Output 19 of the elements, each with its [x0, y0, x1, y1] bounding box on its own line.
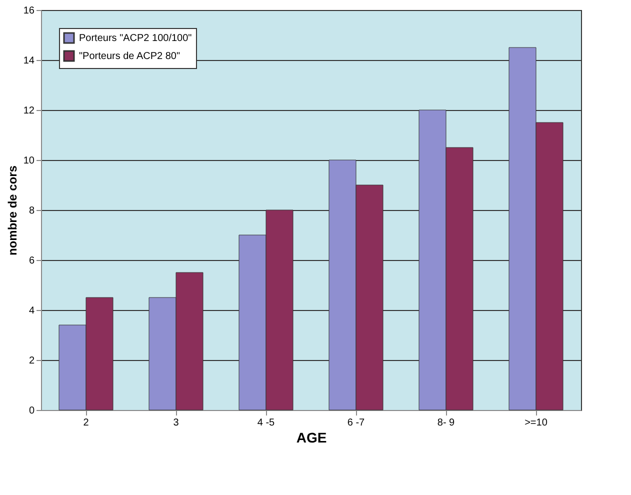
- y-tick-label: 12: [23, 106, 35, 116]
- legend-label: Porteurs "ACP2 100/100": [79, 33, 192, 44]
- y-tick-label: 10: [23, 156, 35, 166]
- x-tick-label: 3: [173, 418, 180, 428]
- x-tick-label: 6 -7: [347, 418, 366, 428]
- y-tick-label: 4: [28, 306, 35, 316]
- y-axis-title: nombre de cors: [5, 165, 20, 256]
- y-tick-label: 16: [23, 6, 35, 16]
- y-tick-label: 14: [23, 56, 35, 66]
- y-tick-label: 0: [28, 406, 35, 416]
- y-tick-label: 2: [28, 356, 35, 366]
- x-tick-label: 8- 9: [437, 418, 456, 428]
- y-tick-label: 8: [28, 206, 35, 216]
- x-axis-title: AGE: [296, 430, 327, 446]
- x-tick-label: 2: [83, 418, 90, 428]
- x-tick-label: 4 -5: [257, 418, 276, 428]
- y-tick-label: 6: [28, 256, 35, 266]
- legend-label: "Porteurs de ACP2 80": [79, 51, 180, 62]
- x-tick-label: >=10: [524, 418, 548, 428]
